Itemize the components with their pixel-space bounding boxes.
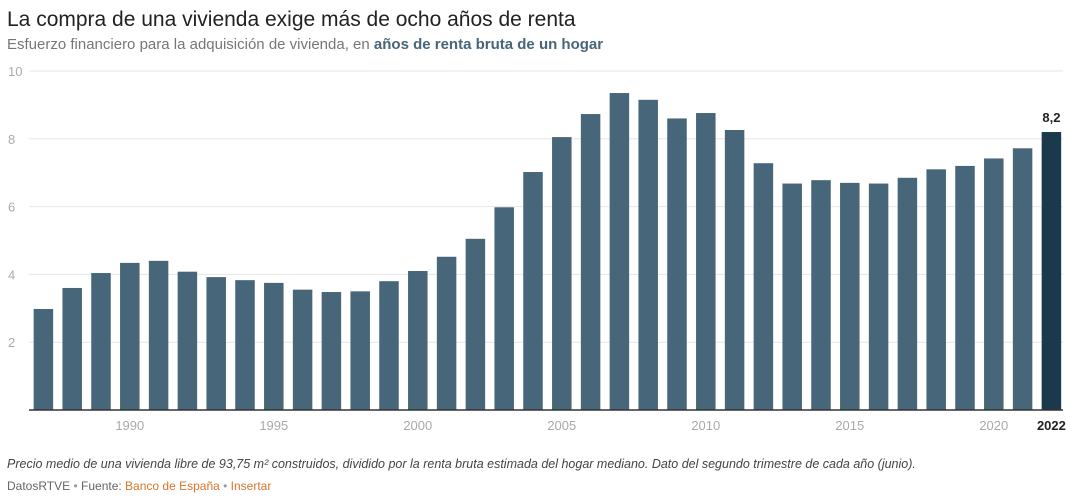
bar-2007 — [609, 93, 630, 410]
source-link[interactable]: Banco de España — [125, 479, 220, 493]
separator: • — [219, 479, 231, 493]
bar-2012 — [753, 163, 774, 410]
bar-2010 — [696, 113, 716, 410]
bar-2004 — [523, 172, 543, 410]
bar-chart: 2 4 6 8 10 1990 1995 2000 2005 2010 2015 2020 8,2 20… — [8, 64, 1066, 433]
bar-1999 — [379, 281, 399, 410]
bar-2019 — [955, 165, 975, 410]
x-tick-label: 1995 — [259, 418, 288, 433]
x-axis-ticks: 1990 1995 2000 2005 2010 2015 2020 8,2 2022 — [115, 110, 1066, 433]
bar-2011 — [724, 129, 745, 410]
y-tick-label: 2 — [8, 335, 15, 350]
bar-1990 — [120, 262, 140, 410]
x-tick-label: 2010 — [691, 418, 720, 433]
brand-name: DatosRTVE — [7, 479, 71, 493]
footnote: Precio medio de una vivienda libre de 93… — [7, 457, 916, 471]
bar-1996 — [292, 289, 313, 410]
bar-1992 — [177, 271, 198, 410]
bar-2003 — [494, 207, 514, 410]
bar-1998 — [350, 291, 370, 410]
embed-link[interactable]: Insertar — [230, 479, 272, 493]
bar-2005 — [552, 137, 572, 411]
grid-layer — [29, 70, 1063, 343]
bar-2009 — [667, 118, 687, 411]
bar-2014 — [811, 180, 831, 410]
bar-1989 — [91, 273, 111, 410]
bar-2002 — [465, 238, 486, 410]
bar-2022 — [1041, 132, 1062, 410]
bar-2020 — [984, 158, 1004, 410]
bar-2008 — [638, 99, 658, 410]
highlight-year-label: 2022 — [1037, 418, 1066, 433]
y-tick-label: 10 — [8, 64, 22, 79]
bar-1994 — [235, 280, 255, 410]
highlight-value-label: 8,2 — [1042, 110, 1060, 125]
y-axis-ticks: 2 4 6 8 10 — [8, 64, 22, 350]
bar-2006 — [580, 114, 601, 410]
bar-2016 — [868, 183, 889, 410]
bar-1993 — [206, 277, 226, 410]
y-tick-label: 8 — [8, 132, 15, 147]
subtitle-prefix: Esfuerzo financiero para la adquisición … — [7, 36, 374, 53]
chart-title: La compra de una vivienda exige más de o… — [7, 8, 576, 31]
source-line: DatosRTVE • Fuente: Banco de España • In… — [7, 479, 271, 493]
separator: • — [70, 479, 82, 493]
subtitle-highlight: años de renta bruta de un hogar — [373, 36, 604, 53]
x-tick-label: 2000 — [403, 418, 432, 433]
x-tick-label: 1990 — [115, 418, 144, 433]
bar-2017 — [897, 177, 918, 410]
bar-1987 — [33, 308, 54, 410]
bar-2018 — [926, 169, 946, 410]
y-tick-label: 4 — [8, 267, 15, 282]
bar-2013 — [782, 183, 802, 410]
bar-2001 — [436, 256, 457, 410]
y-tick-label: 6 — [8, 200, 15, 215]
bar-1995 — [264, 282, 284, 410]
x-tick-label: 2005 — [547, 418, 576, 433]
x-tick-label: 2015 — [835, 418, 864, 433]
chart-subtitle: Esfuerzo financiero para la adquisición … — [7, 36, 603, 53]
bar-1991 — [148, 260, 169, 410]
bar-2015 — [840, 182, 860, 410]
bar-2021 — [1012, 148, 1033, 411]
bar-1988 — [62, 287, 82, 410]
bars — [29, 93, 1063, 411]
bar-2000 — [408, 271, 428, 410]
bar-1997 — [321, 292, 342, 410]
x-tick-label: 2020 — [979, 418, 1008, 433]
source-label: Fuente: — [81, 479, 126, 493]
